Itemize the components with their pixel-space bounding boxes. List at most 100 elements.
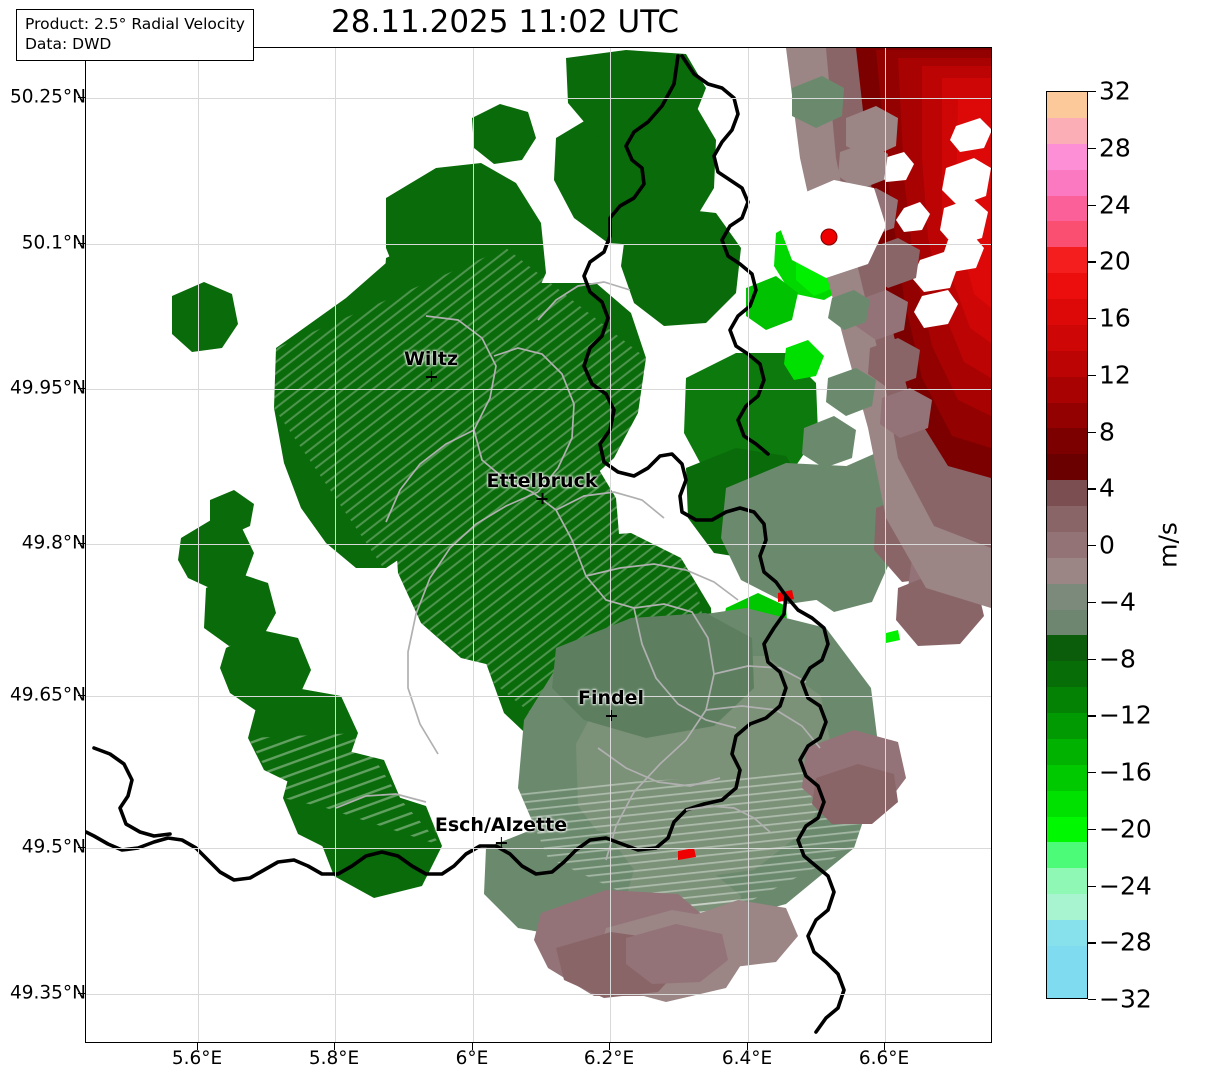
gridline-vertical xyxy=(198,48,199,1042)
radar-reflectivity-layer xyxy=(86,48,991,1034)
colorbar-band xyxy=(1047,790,1087,817)
gridline-horizontal xyxy=(86,848,991,849)
colorbar-tick-mark xyxy=(1088,999,1096,1001)
y-tick-label: 49.65°N xyxy=(9,684,86,706)
gridline-vertical xyxy=(473,48,474,1042)
colorbar-band xyxy=(1047,454,1087,481)
colorbar-tick-mark xyxy=(1088,715,1096,717)
colorbar-tick-label: −28 xyxy=(1099,927,1152,957)
colorbar-tick-label: 32 xyxy=(1099,76,1131,106)
x-tick-mark xyxy=(609,1043,610,1050)
colorbar-tick-mark xyxy=(1088,601,1096,604)
x-tick-mark xyxy=(472,1043,473,1050)
colorbar-tick-mark xyxy=(1088,261,1096,263)
city-marker-cross xyxy=(605,710,617,721)
colorbar-band xyxy=(1047,635,1087,662)
colorbar-tick-label: 20 xyxy=(1099,246,1131,276)
colorbar-tick-mark xyxy=(1088,772,1096,774)
colorbar-band xyxy=(1047,92,1087,118)
colorbar-tick-label: −12 xyxy=(1099,700,1152,730)
city-name: Wiltz xyxy=(403,348,459,370)
city-name: Findel xyxy=(577,687,645,709)
colorbar-band xyxy=(1047,609,1087,636)
colorbar-tick-label: 16 xyxy=(1099,303,1131,333)
colorbar-band xyxy=(1047,531,1087,558)
colorbar-band xyxy=(1047,169,1087,196)
x-tick-label: 6.6°E xyxy=(858,1048,910,1069)
colorbar-tick-label: 24 xyxy=(1099,190,1131,219)
colorbar-band xyxy=(1047,894,1087,920)
colorbar-band xyxy=(1047,557,1087,584)
colorbar-band xyxy=(1047,687,1087,713)
gridline-horizontal xyxy=(86,389,991,390)
y-tick-mark xyxy=(78,695,85,696)
city-name: Esch/Alzette xyxy=(434,814,568,836)
gridline-horizontal xyxy=(86,544,991,545)
colorbar-tick-label: 4 xyxy=(1099,473,1115,503)
colorbar-tick-mark xyxy=(1088,658,1096,660)
gridline-horizontal xyxy=(86,994,991,995)
colorbar-tick-mark xyxy=(1088,91,1096,93)
colorbar-tick-label: 0 xyxy=(1099,530,1115,560)
colorbar-tick-mark xyxy=(1088,318,1096,320)
colorbar-band xyxy=(1047,583,1087,610)
colorbar-band xyxy=(1047,117,1087,144)
colorbar-band xyxy=(1047,195,1087,222)
colorbar-tick-mark xyxy=(1088,488,1096,490)
colorbar-band xyxy=(1047,764,1087,791)
colorbar-band xyxy=(1047,738,1087,765)
gridline-horizontal xyxy=(86,696,991,697)
colorbar-tick-mark xyxy=(1088,545,1096,547)
data-source-line: Data: DWD xyxy=(25,35,112,54)
gridline-horizontal xyxy=(86,98,991,99)
colorbar-tick-label: −8 xyxy=(1099,644,1136,673)
y-tick-mark xyxy=(78,847,85,848)
colorbar-tick-label: −4 xyxy=(1099,587,1136,617)
x-tick-label: 6.4°E xyxy=(721,1048,773,1069)
y-tick-label: 49.5°N xyxy=(21,836,86,858)
x-tick-label: 6°E xyxy=(455,1048,489,1069)
colorbar-band xyxy=(1047,868,1087,895)
y-tick-mark xyxy=(78,243,85,244)
product-line: Product: 2.5° Radial Velocity xyxy=(25,15,245,33)
colorbar-title: m/s xyxy=(1153,522,1183,568)
y-tick-mark xyxy=(78,388,85,389)
colorbar-band xyxy=(1047,350,1087,377)
y-tick-label: 49.95°N xyxy=(9,377,86,399)
colorbar-band xyxy=(1047,945,1087,972)
city-marker-cross xyxy=(536,493,548,504)
colorbar xyxy=(1046,91,1088,999)
colorbar-band xyxy=(1047,842,1087,869)
gridline-vertical xyxy=(885,48,886,1042)
product-info-box: Product: 2.5° Radial Velocity Data: DWD xyxy=(16,9,254,61)
y-tick-mark xyxy=(78,543,85,544)
colorbar-tick-mark xyxy=(1088,828,1096,831)
colorbar-band xyxy=(1047,324,1087,351)
colorbar-band xyxy=(1047,816,1087,843)
city-label-ettelbruck: Ettelbruck xyxy=(487,470,597,504)
y-tick-label: 49.8°N xyxy=(21,532,86,554)
colorbar-tick-mark xyxy=(1088,885,1096,887)
page-title: 28.11.2025 11:02 UTC xyxy=(331,4,679,40)
x-tick-mark xyxy=(334,1043,335,1050)
x-tick-label: 5.8°E xyxy=(308,1048,360,1069)
city-marker-cross xyxy=(425,371,437,382)
gridline-vertical xyxy=(748,48,749,1042)
colorbar-band xyxy=(1047,247,1087,274)
colorbar-band xyxy=(1047,273,1087,299)
x-tick-label: 6.2°E xyxy=(583,1048,635,1069)
city-marker-cross xyxy=(495,837,507,848)
gridline-horizontal xyxy=(86,244,991,245)
colorbar-tick-mark xyxy=(1088,147,1096,150)
colorbar-tick-mark xyxy=(1088,431,1096,433)
colorbar-band xyxy=(1047,221,1087,248)
colorbar-band xyxy=(1047,402,1087,429)
colorbar-tick-label: 8 xyxy=(1099,417,1115,446)
gridline-vertical xyxy=(610,48,611,1042)
colorbar-band xyxy=(1047,299,1087,325)
y-tick-label: 49.35°N xyxy=(9,982,86,1004)
colorbar-tick-label: −16 xyxy=(1099,757,1152,787)
city-label-wiltz: Wiltz xyxy=(404,348,458,382)
x-tick-mark xyxy=(884,1043,885,1050)
colorbar-tick-label: −32 xyxy=(1099,984,1152,1014)
